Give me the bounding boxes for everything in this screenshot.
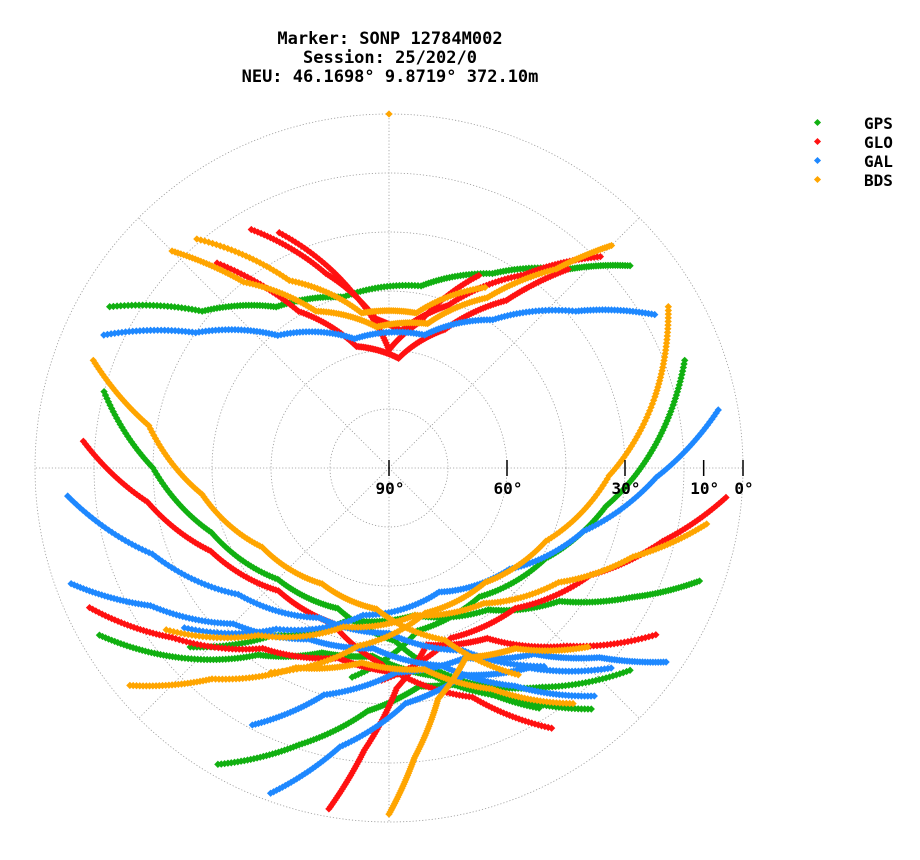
track-point	[652, 631, 660, 639]
track-point	[385, 110, 393, 118]
elevation-tick-label: 30°	[612, 479, 641, 498]
track-point	[569, 699, 577, 708]
azimuth-spoke	[388, 467, 640, 719]
track-point	[626, 262, 634, 270]
title-line-marker: Marker: SONP 12784M002	[277, 29, 503, 49]
track-point	[651, 310, 659, 319]
elevation-tick-label: 90°	[376, 479, 405, 498]
legend-label: GAL	[864, 152, 893, 171]
track-point	[590, 692, 598, 700]
track-point	[547, 724, 556, 732]
track-point	[481, 283, 489, 292]
satellite-tracks	[64, 110, 730, 818]
track-point	[664, 306, 673, 315]
track-point	[475, 271, 483, 280]
elevation-tick-label: 10°	[690, 479, 719, 498]
track-point	[535, 704, 543, 712]
track-point	[587, 705, 595, 713]
legend-item-gal: GAL	[808, 152, 912, 171]
legend-label: GLO	[864, 133, 893, 152]
azimuth-spoke	[138, 217, 390, 469]
title-line-session: Session: 25/202/0	[303, 48, 477, 68]
chart-title: Marker: SONP 12784M002 Session: 25/202/0…	[130, 30, 650, 87]
elevation-axis: 90° 60° 30° 10° 0°	[376, 460, 754, 498]
legend-item-glo: GLO	[808, 133, 912, 152]
track-point	[664, 303, 672, 311]
track-point	[514, 671, 522, 679]
elevation-ring	[329, 408, 449, 528]
track-point	[607, 664, 615, 672]
legend-label: BDS	[864, 171, 893, 190]
legend-item-gps: GPS	[808, 114, 912, 133]
track-point	[584, 643, 592, 651]
track-point	[596, 252, 605, 261]
elevation-tick-label: 60°	[494, 479, 523, 498]
legend-item-bds: BDS	[808, 171, 912, 190]
track-point	[607, 241, 616, 250]
azimuth-spoke	[138, 467, 390, 719]
elevation-tick-label: 0°	[734, 479, 753, 498]
chart-legend: GPS GLO GAL BDS	[808, 114, 912, 190]
track-point	[626, 666, 634, 674]
legend-label: GPS	[864, 114, 893, 133]
title-line-neu: NEU: 46.1698° 9.8719° 372.10m	[241, 67, 539, 87]
track-point	[267, 668, 275, 677]
track-point	[348, 673, 356, 681]
track-point	[180, 624, 189, 632]
track-point	[248, 721, 257, 729]
